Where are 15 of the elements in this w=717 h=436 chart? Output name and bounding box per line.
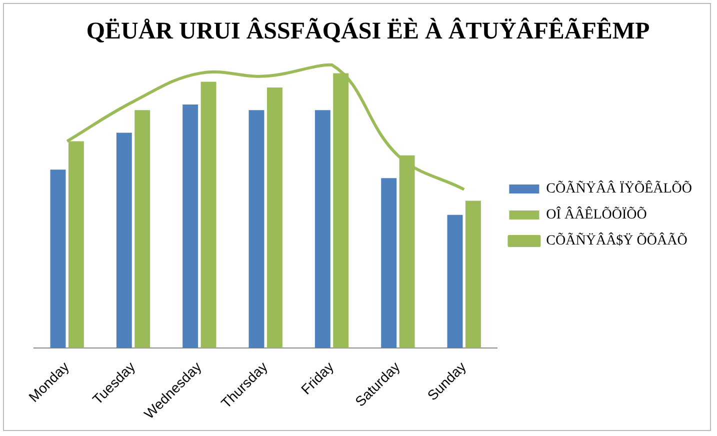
chart-title: QËUÅR URUI ÂSSFÃQÁSI ËÈ À ÂTUŸÂFÊÃFÊMP bbox=[86, 18, 650, 45]
bar bbox=[182, 104, 198, 348]
bar bbox=[248, 110, 264, 348]
legend-label: CÕÃÑŸÂÂ$Ÿ ÕÕÂÃÕ bbox=[546, 232, 688, 249]
legend-label: OÎ ÂÂÊLÕÕÏÕÕ bbox=[546, 206, 647, 223]
bar bbox=[200, 82, 216, 348]
bar bbox=[447, 214, 463, 348]
bar bbox=[50, 170, 66, 348]
bar bbox=[134, 110, 150, 348]
bar bbox=[465, 200, 481, 348]
bar bbox=[116, 132, 132, 348]
bar bbox=[266, 87, 282, 348]
bar bbox=[381, 178, 397, 348]
bar bbox=[314, 110, 330, 348]
legend-label: CÕÃÑŸÂÂ ÏŸÕÊÃLÕÕ bbox=[546, 180, 692, 197]
